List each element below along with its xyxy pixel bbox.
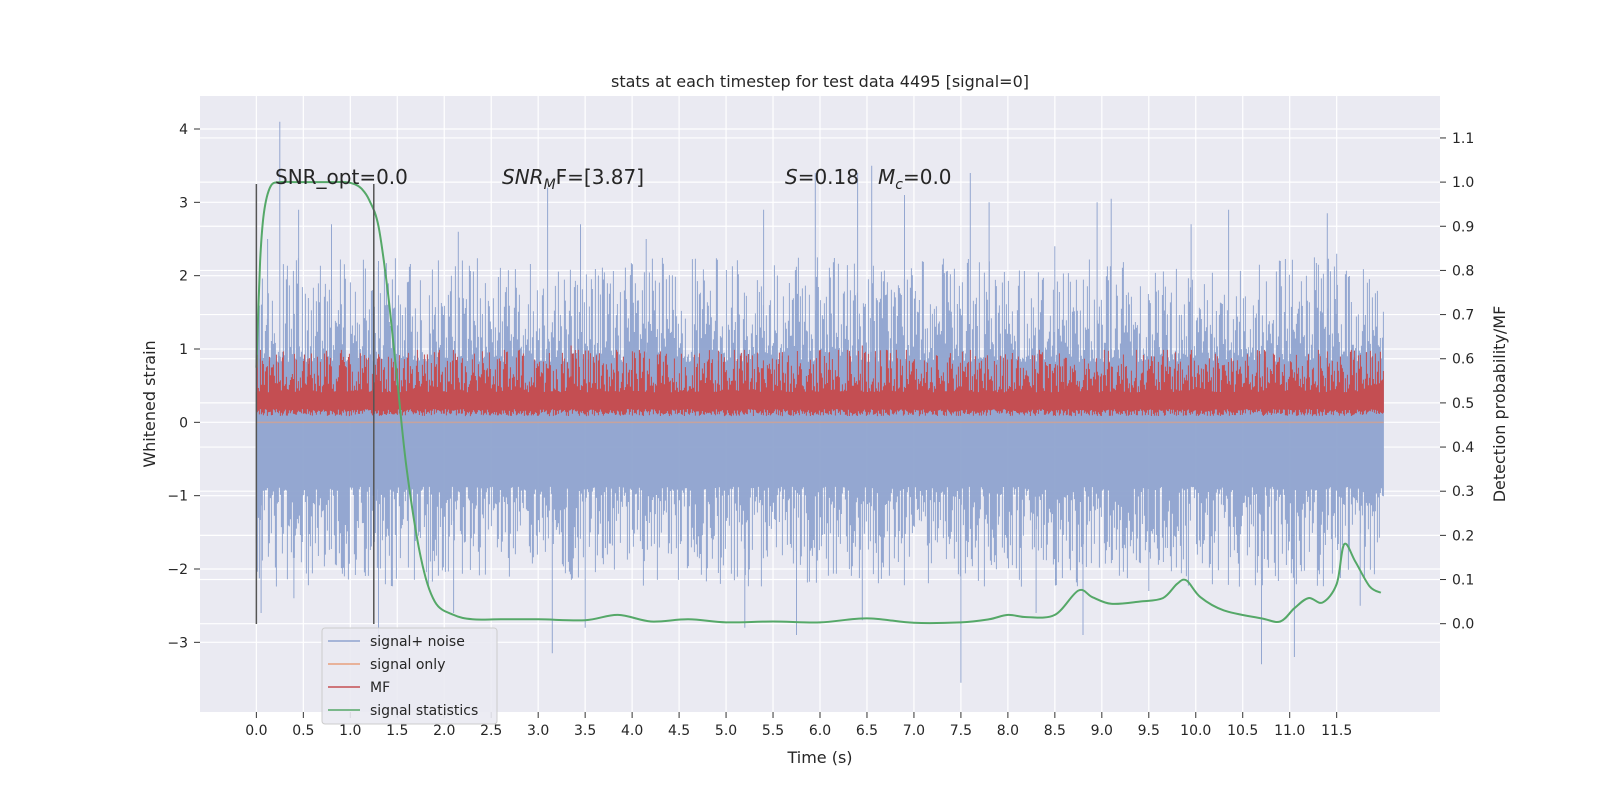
annotation-snr-opt: SNR_opt=0.0 <box>275 165 408 189</box>
annotation-s: S=0.18 <box>785 165 859 189</box>
x-tick-label-5-5: 5.5 <box>762 723 784 739</box>
legend-box <box>321 627 498 725</box>
x-tick-label-10-5: 10.5 <box>1227 723 1258 739</box>
y-tick-label-2: −2 <box>167 562 188 578</box>
y2-tick-label-0-5: 0.5 <box>1452 396 1474 412</box>
x-axis-ticks: 0.0 0.5 1.0 1.5 2.0 2.5 3.0 3.5 4.0 4.5 5.0 5.5 6.0 6… <box>245 712 1352 739</box>
legend: signal+ noise signal only MF signal stat… <box>321 627 498 725</box>
x-tick-label-2-5: 2.5 <box>480 723 502 739</box>
series-signal-statistics-line <box>255 180 1382 625</box>
y2-axis-label: Detection probability/MF <box>1490 306 1509 503</box>
y-axis-label: Whitened strain <box>140 340 159 467</box>
x-tick-label-7-0: 7.0 <box>903 723 925 739</box>
x-tick-label-6-5: 6.5 <box>856 723 878 739</box>
y-tick-label-4: 4 <box>179 122 188 138</box>
legend-label-signal-only: signal only <box>370 657 445 673</box>
y2-tick-label-1-1: 1.1 <box>1452 131 1474 147</box>
y2-tick-label-0-9: 0.9 <box>1452 219 1474 235</box>
x-tick-label-10-0: 10.0 <box>1180 723 1211 739</box>
x-tick-label-6-0: 6.0 <box>809 723 831 739</box>
y2-tick-label-0-6: 0.6 <box>1452 352 1474 368</box>
y2-tick-label-1-0: 1.0 <box>1452 175 1474 191</box>
legend-label-mf: MF <box>370 680 390 696</box>
chart-title: stats at each timestep for test data 449… <box>611 72 1029 91</box>
x-tick-label-8-0: 8.0 <box>997 723 1019 739</box>
x-tick-label-4-0: 4.0 <box>621 723 643 739</box>
x-tick-label-11-0: 11.0 <box>1274 723 1305 739</box>
y-tick-label-3: −3 <box>167 635 188 651</box>
x-tick-label-3-5: 3.5 <box>574 723 596 739</box>
x-tick-label-0-0: 0.0 <box>245 723 267 739</box>
y2-tick-label-0-0: 0.0 <box>1452 617 1474 633</box>
legend-label-signal-statistics: signal statistics <box>370 703 478 719</box>
x-tick-label-8-5: 8.5 <box>1044 723 1066 739</box>
y2-tick-label-0-4: 0.4 <box>1452 440 1474 456</box>
y-tick-label-3: 3 <box>179 195 188 211</box>
x-tick-label-7-5: 7.5 <box>950 723 972 739</box>
legend-label-signal-noise: signal+ noise <box>370 634 465 650</box>
x-axis-label: Time (s) <box>786 748 852 767</box>
x-tick-label-4-5: 4.5 <box>668 723 690 739</box>
y2-axis-ticks: 0.0 0.1 0.2 0.3 0.4 0.5 0.6 0.7 0.8 0.9 1.0 1.1 <box>1440 131 1474 633</box>
x-tick-label-9-5: 9.5 <box>1138 723 1160 739</box>
y2-tick-label-0-1: 0.1 <box>1452 573 1474 589</box>
x-tick-label-1-5: 1.5 <box>386 723 408 739</box>
y-tick-label-1: 1 <box>179 342 188 358</box>
y2-tick-label-0-3: 0.3 <box>1452 484 1474 500</box>
y2-tick-label-0-2: 0.2 <box>1452 528 1474 544</box>
x-tick-label-2-0: 2.0 <box>433 723 455 739</box>
vertical-markers <box>255 184 375 624</box>
y-tick-label-1: −1 <box>167 489 188 505</box>
x-tick-label-9-0: 9.0 <box>1091 723 1113 739</box>
y2-tick-label-0-8: 0.8 <box>1452 263 1474 279</box>
x-tick-label-0-5: 0.5 <box>292 723 314 739</box>
x-tick-label-3-0: 3.0 <box>527 723 549 739</box>
y-tick-label-0: 0 <box>179 415 188 431</box>
y-axis-ticks: −3 −2 −1 0 1 2 3 4 <box>167 122 200 651</box>
x-tick-label-1-0: 1.0 <box>339 723 361 739</box>
y-tick-label-2: 2 <box>179 269 188 285</box>
annotation-mc: Mc=0.0 <box>878 165 952 193</box>
x-tick-label-11-5: 11.5 <box>1321 723 1352 739</box>
y2-tick-label-0-7: 0.7 <box>1452 308 1474 324</box>
annotation-snr-mf: SNRMF=[3.87] <box>502 165 644 193</box>
x-tick-label-5-0: 5.0 <box>715 723 737 739</box>
